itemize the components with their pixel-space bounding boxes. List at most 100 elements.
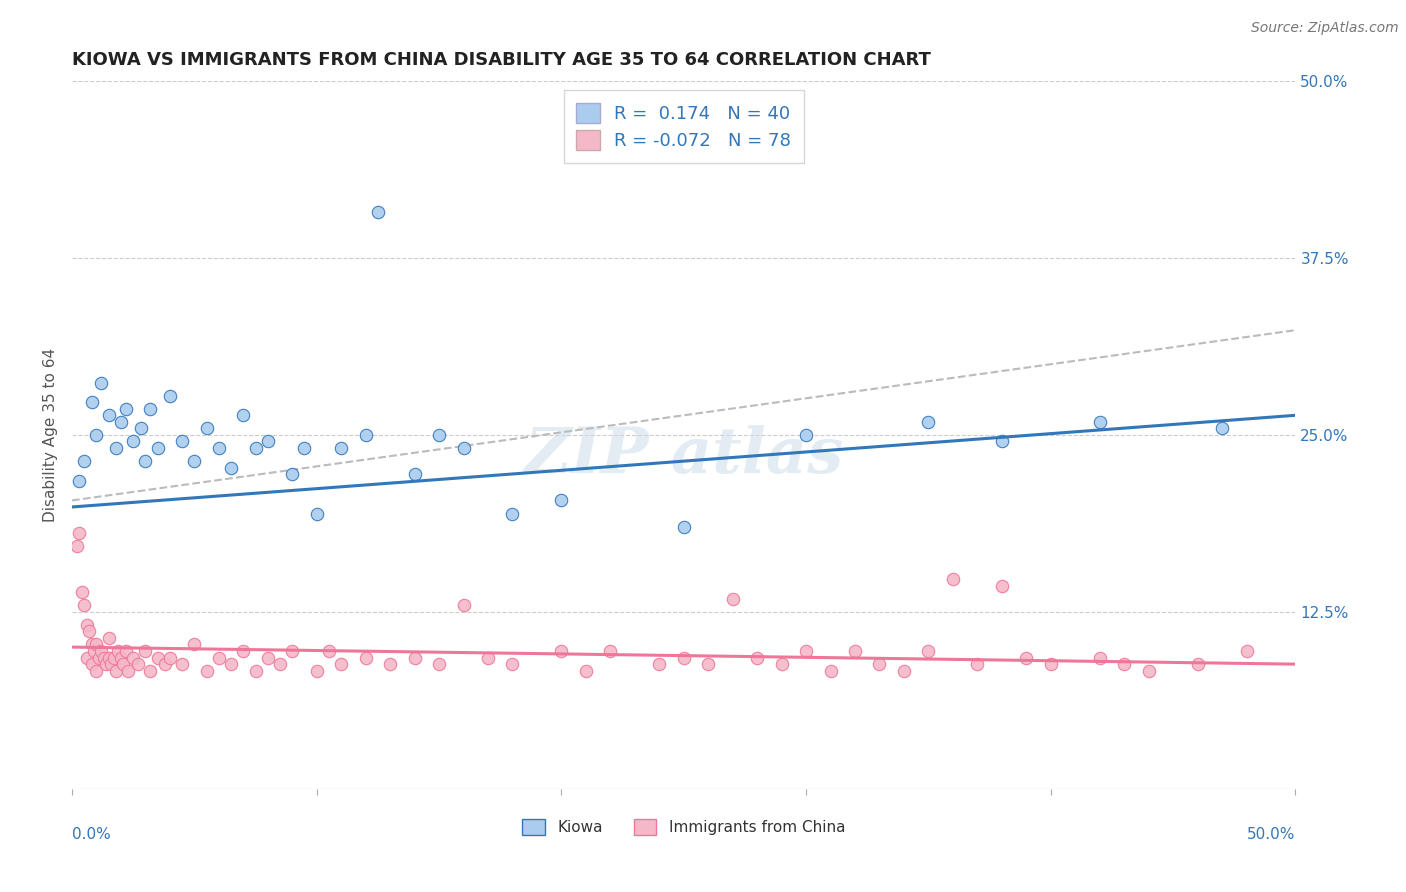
Point [146,650,169,665]
Point [129,421,152,435]
Point [404,467,426,482]
Point [86,638,108,652]
Point [107,644,129,658]
Point [76,617,98,632]
Point [1187,657,1209,672]
Point [73,598,96,612]
Point [893,664,915,678]
Point [139,664,162,678]
Point [1211,421,1233,435]
Point [153,657,176,672]
Point [139,401,162,416]
Point [77,624,100,639]
Point [318,644,340,658]
Point [1088,650,1111,665]
Point [115,644,138,658]
Point [105,441,128,455]
Point [1137,664,1160,678]
Point [66,539,89,553]
Point [67,474,90,488]
Point [917,415,939,429]
Point [208,650,231,665]
Point [427,428,450,442]
Point [100,657,122,672]
Point [721,591,744,606]
Point [599,644,621,658]
Point [90,376,112,390]
Point [134,454,156,468]
Point [281,644,304,658]
Point [73,454,96,468]
Point [80,657,103,672]
Point [869,657,891,672]
Text: ZIP atlas: ZIP atlas [524,425,844,487]
Point [770,657,793,672]
Point [103,650,125,665]
Text: 0.0%: 0.0% [72,828,111,842]
Point [305,664,328,678]
Point [367,205,389,219]
Point [820,664,842,678]
Point [1114,657,1136,672]
Point [86,664,108,678]
Point [501,507,523,521]
Point [80,395,103,409]
Y-axis label: Disability Age 35 to 64: Disability Age 35 to 64 [44,348,58,522]
Point [477,650,499,665]
Point [159,389,181,403]
Point [697,657,720,672]
Point [67,526,90,541]
Point [232,409,254,423]
Point [110,650,132,665]
Point [172,657,194,672]
Point [794,428,817,442]
Point [183,454,205,468]
Point [672,519,695,533]
Point [354,428,377,442]
Point [87,650,110,665]
Point [330,441,353,455]
Point [86,428,108,442]
Point [747,650,769,665]
Point [453,598,475,612]
Point [427,657,450,672]
Point [1236,644,1258,658]
Point [232,644,254,658]
Point [575,664,598,678]
Point [281,467,304,482]
Point [404,650,426,665]
Point [672,650,695,665]
Point [93,650,115,665]
Point [97,631,120,645]
Point [219,460,242,475]
Point [256,434,278,449]
Point [96,657,118,672]
Point [794,644,817,658]
Point [110,415,132,429]
Point [219,657,242,672]
Point [70,585,93,599]
Point [917,644,939,658]
Text: 50.0%: 50.0% [1247,828,1295,842]
Text: KIOWA VS IMMIGRANTS FROM CHINA DISABILITY AGE 35 TO 64 CORRELATION CHART: KIOWA VS IMMIGRANTS FROM CHINA DISABILIT… [72,51,931,69]
Point [305,507,328,521]
Point [991,434,1014,449]
Point [269,657,291,672]
Point [134,644,156,658]
Point [378,657,401,672]
Point [122,650,145,665]
Point [195,664,218,678]
Point [550,493,572,508]
Point [453,441,475,455]
Point [80,638,103,652]
Point [105,664,128,678]
Point [991,578,1014,592]
Point [208,441,231,455]
Point [146,441,169,455]
Point [172,434,194,449]
Text: Source: ZipAtlas.com: Source: ZipAtlas.com [1251,21,1399,35]
Point [550,644,572,658]
Point [501,657,523,672]
Point [648,657,671,672]
Point [245,441,267,455]
